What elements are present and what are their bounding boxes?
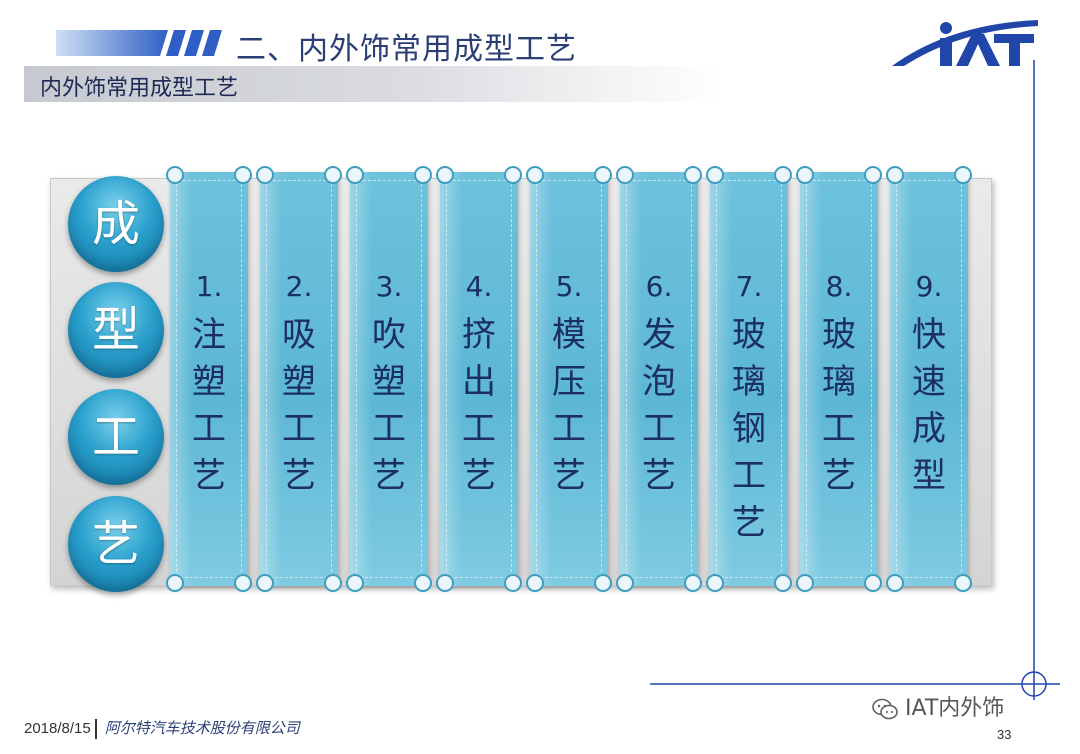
header-stripes — [56, 30, 222, 56]
section-subtitle: 内外饰常用成型工艺 — [40, 76, 239, 101]
process-scroll-5: 5. 模压工艺 — [526, 166, 612, 592]
process-scroll-6: 6. 发泡工艺 — [616, 166, 702, 592]
wechat-watermark: IAT内外饰 — [872, 690, 1004, 722]
process-name: 吹塑工艺 — [372, 315, 406, 496]
circle-char: 成 — [68, 176, 164, 272]
iat-logo — [892, 20, 1038, 66]
process-scroll-3: 3. 吹塑工艺 — [346, 166, 432, 592]
process-number: 7. — [735, 270, 763, 303]
process-scroll-1: 1. 注塑工艺 — [166, 166, 252, 592]
process-name: 玻璃工艺 — [822, 315, 856, 496]
circle-char: 工 — [68, 389, 164, 485]
wechat-icon — [872, 698, 898, 720]
process-name: 注塑工艺 — [192, 315, 226, 496]
process-scroll-4: 4. 挤出工艺 — [436, 166, 522, 592]
process-number: 4. — [465, 270, 493, 303]
circle-char: 艺 — [68, 496, 164, 592]
page-number: 33 — [997, 727, 1012, 742]
process-name: 挤出工艺 — [462, 315, 496, 496]
process-name: 快速成型 — [912, 315, 946, 496]
footer-company: 阿尔特汽车技术股份有限公司 — [104, 720, 300, 737]
circle-char: 型 — [68, 282, 164, 378]
process-name: 玻璃钢工艺 — [732, 315, 766, 543]
process-scroll-2: 2. 吸塑工艺 — [256, 166, 342, 592]
footer-date: 2018/8/15 — [24, 720, 91, 737]
footer-divider — [94, 719, 97, 740]
process-number: 9. — [915, 270, 943, 303]
process-number: 3. — [375, 270, 403, 303]
page-title: 二、内外饰常用成型工艺 — [236, 32, 577, 67]
process-scroll-8: 8. 玻璃工艺 — [796, 166, 882, 592]
process-scroll-9: 9. 快速成型 — [886, 166, 972, 592]
slide-footer: 2018/8/15 阿尔特汽车技术股份有限公司 — [24, 717, 300, 740]
watermark-text: IAT内外饰 — [905, 696, 1005, 721]
subheader-bar — [24, 66, 724, 102]
process-number: 2. — [285, 270, 313, 303]
process-scroll-7: 7. 玻璃钢工艺 — [706, 166, 792, 592]
circle-column: 成 型 工 艺 — [68, 176, 164, 592]
process-name: 发泡工艺 — [642, 315, 676, 496]
process-number: 5. — [555, 270, 583, 303]
process-name: 吸塑工艺 — [282, 315, 316, 496]
process-number: 6. — [645, 270, 673, 303]
process-number: 1. — [195, 270, 223, 303]
process-name: 模压工艺 — [552, 315, 586, 496]
process-number: 8. — [825, 270, 853, 303]
